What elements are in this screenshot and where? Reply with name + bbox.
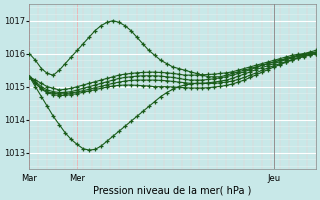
X-axis label: Pression niveau de la mer( hPa ): Pression niveau de la mer( hPa ) (93, 186, 252, 196)
